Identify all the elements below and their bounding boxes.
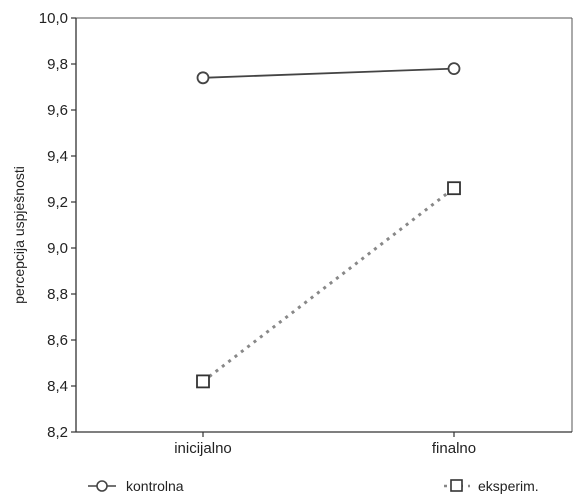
series-line-1 bbox=[202, 67, 455, 79]
y-tick-label: 9,4 bbox=[47, 148, 68, 165]
y-tick-label: 8,2 bbox=[47, 424, 68, 441]
y-tick-label: 9,8 bbox=[47, 56, 68, 73]
series-line-2 bbox=[202, 187, 455, 383]
y-tick-label: 10,0 bbox=[39, 10, 68, 27]
y-axis-ticks: 8,2 8,4 8,6 8,8 9,0 9,2 9,4 9,6 9,8 10,0 bbox=[39, 10, 76, 441]
legend: kontrolna eksperim. bbox=[88, 478, 539, 494]
data-point-circle bbox=[196, 71, 210, 85]
data-point-square bbox=[447, 181, 461, 196]
x-tick-label: inicijalno bbox=[174, 440, 232, 457]
x-tick-label: finalno bbox=[432, 440, 476, 457]
legend-marker-square bbox=[450, 479, 463, 492]
legend-label-kontrolna: kontrolna bbox=[126, 478, 184, 494]
data-point-square bbox=[196, 374, 210, 389]
y-tick-label: 9,2 bbox=[47, 194, 68, 211]
y-tick-label: 9,0 bbox=[47, 240, 68, 257]
legend-marker-circle bbox=[96, 480, 108, 492]
y-axis-label: percepcija uspješnosti bbox=[11, 166, 27, 304]
x-axis-ticks: inicijalno finalno bbox=[174, 432, 476, 457]
y-tick-label: 8,8 bbox=[47, 286, 68, 303]
series-layer bbox=[196, 62, 461, 389]
y-tick-label: 8,4 bbox=[47, 378, 68, 395]
legend-label-eksperim: eksperim. bbox=[478, 478, 539, 494]
y-tick-label: 8,6 bbox=[47, 332, 68, 349]
data-point-circle bbox=[447, 62, 461, 75]
y-tick-label: 9,6 bbox=[47, 102, 68, 119]
plot-frame bbox=[75, 17, 573, 433]
